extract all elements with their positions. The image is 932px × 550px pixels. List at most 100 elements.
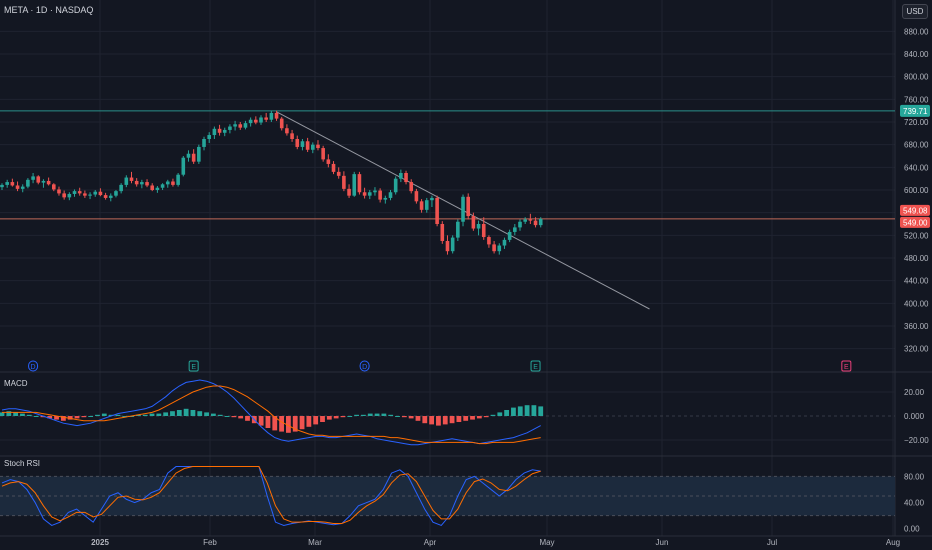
candle-body: [254, 119, 258, 123]
y-tick-label: 800.00: [904, 73, 929, 82]
event-marker: [841, 360, 852, 372]
y-tick-label: 360.00: [904, 322, 929, 331]
macd-histogram-bar: [95, 414, 100, 416]
macd-histogram-bar: [504, 410, 510, 416]
candle-body: [316, 144, 320, 149]
candle-body: [456, 221, 460, 238]
macd-histogram-bar: [313, 416, 319, 425]
candle-body: [528, 219, 533, 221]
candle-body: [492, 244, 496, 252]
candle-body: [342, 175, 346, 189]
macd-histogram-bar: [320, 416, 325, 422]
macd-histogram-bar: [415, 416, 421, 421]
macd-histogram-bar: [81, 416, 87, 418]
macd-histogram-bar: [170, 411, 175, 416]
macd-histogram-bar: [354, 414, 360, 416]
macd-histogram-bar: [115, 414, 121, 416]
macd-histogram-bar: [47, 416, 53, 419]
candle-body: [155, 187, 160, 190]
y-tick-label: 400.00: [904, 299, 929, 308]
candle-body: [476, 224, 481, 229]
candle-body: [15, 185, 20, 189]
macd-histogram-bar: [511, 407, 516, 416]
candle-body: [399, 173, 403, 179]
macd-histogram-bar: [210, 413, 216, 416]
macd-histogram-bar: [258, 416, 264, 426]
candle-body: [233, 124, 237, 127]
macd-histogram-bar: [163, 412, 169, 416]
macd-histogram-bar: [361, 414, 366, 416]
macd-histogram-bar: [217, 414, 223, 416]
macd-histogram-bar: [197, 411, 203, 416]
candle-body: [311, 144, 315, 150]
candle-body: [259, 117, 263, 123]
rsi-tick-label: 0.00: [904, 525, 920, 534]
macd-histogram-bar: [122, 416, 128, 417]
candle-body: [57, 189, 61, 194]
candle-body: [248, 119, 253, 124]
macd-histogram-bar: [374, 413, 380, 416]
candle-body: [285, 128, 289, 134]
macd-histogram-bar: [40, 416, 46, 418]
candle-body: [305, 141, 310, 150]
macd-histogram-bar: [292, 416, 298, 432]
macd-histogram-bar: [333, 416, 339, 419]
candle-body: [430, 197, 434, 201]
horizontal-line-label-bg: [900, 104, 930, 117]
macd-line: [1, 379, 541, 446]
y-tick-label: 640.00: [904, 163, 929, 172]
candle-body: [52, 184, 56, 190]
candle-body: [518, 221, 522, 228]
macd-histogram-bar: [142, 414, 148, 416]
candle-body: [119, 184, 123, 192]
candle-body: [41, 180, 46, 183]
last-price-label-bg: [900, 204, 930, 216]
macd-histogram-bar: [60, 416, 66, 421]
x-tick-label: 2025: [91, 538, 109, 547]
candle-body: [36, 176, 41, 183]
candle-body: [388, 192, 393, 198]
event-marker: [188, 360, 199, 372]
candle-body: [26, 179, 30, 187]
stoch-rsi-title: Stoch RSI: [4, 459, 40, 468]
macd-tick-label: 0.000: [904, 412, 925, 421]
x-tick-label: Feb: [203, 538, 217, 547]
candle-body: [202, 139, 206, 147]
candle-body: [461, 196, 465, 222]
horizontal-line-label: 739.71: [903, 107, 928, 116]
candle-body: [238, 124, 243, 128]
candle-body: [103, 195, 108, 198]
macd-histogram-bar: [135, 414, 141, 416]
candle-body: [217, 128, 222, 133]
macd-histogram-bar: [108, 414, 114, 416]
rsi-tick-label: 80.00: [904, 472, 925, 481]
candle-body: [274, 112, 279, 119]
currency-button[interactable]: USD: [902, 4, 928, 19]
macd-histogram-bar: [204, 412, 209, 416]
macd-histogram-bar: [340, 416, 346, 418]
event-marker-label: D: [362, 364, 367, 371]
rsi-tick-label: 40.00: [904, 499, 925, 508]
macd-histogram-bar: [33, 416, 39, 417]
candle-body: [181, 157, 186, 175]
macd-histogram-bar: [524, 405, 530, 416]
candle-body: [513, 227, 517, 232]
candle-body: [300, 141, 305, 147]
macd-histogram-bar: [265, 416, 271, 428]
macd-histogram-bar: [26, 414, 32, 416]
last-price-label: 549.08: [903, 206, 928, 215]
macd-tick-label: −20.00: [904, 436, 929, 445]
candle-body: [419, 201, 424, 210]
candle-body: [5, 182, 9, 185]
candle-body: [290, 133, 294, 139]
y-tick-label: 600.00: [904, 186, 929, 195]
macd-histogram-bar: [279, 416, 284, 432]
candle-body: [331, 163, 336, 172]
candle-body: [191, 153, 196, 162]
candle-body: [352, 174, 357, 196]
macd-histogram-bar: [456, 416, 462, 422]
candle-body: [367, 192, 372, 196]
candle-body: [383, 197, 388, 200]
macd-histogram-bar: [470, 416, 475, 420]
